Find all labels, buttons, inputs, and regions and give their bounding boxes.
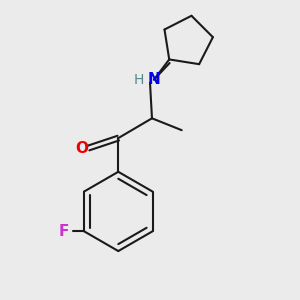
Text: N: N	[148, 72, 160, 87]
Text: H: H	[134, 73, 144, 87]
Text: O: O	[75, 140, 88, 155]
Text: F: F	[59, 224, 69, 239]
